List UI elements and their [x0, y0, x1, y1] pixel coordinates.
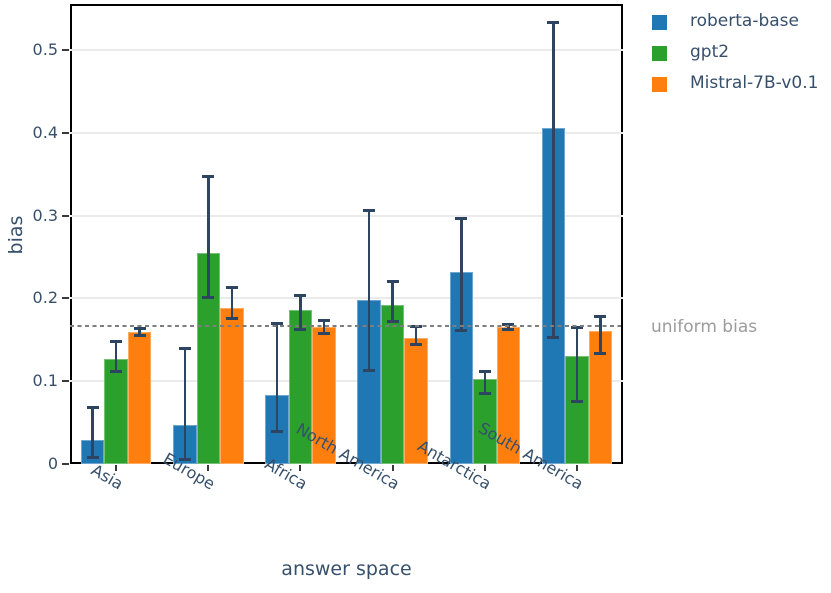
error-cap-bottom: [178, 458, 191, 462]
error-bar: [230, 287, 233, 319]
y-tick: [62, 49, 69, 52]
gridline: [70, 49, 623, 52]
error-cap-bottom: [317, 331, 330, 335]
y-tick: [62, 297, 69, 300]
legend-swatch-icon: [652, 15, 667, 30]
x-tick-label: Asia: [87, 460, 127, 494]
error-bar: [552, 22, 555, 338]
error-cap-bottom: [455, 329, 468, 333]
error-cap-bottom: [502, 327, 515, 331]
error-cap-bottom: [202, 296, 215, 300]
error-cap-top: [478, 369, 491, 373]
y-tick: [62, 463, 69, 465]
error-cap-bottom: [363, 368, 376, 372]
reference-line-label: uniform bias: [651, 317, 758, 337]
error-bar: [367, 210, 371, 371]
plot-area: [70, 4, 623, 464]
error-cap-bottom: [225, 316, 238, 320]
legend-swatch-icon: [652, 77, 667, 92]
error-cap-top: [594, 315, 607, 319]
bar-Mistral-7B-v0.1: [127, 331, 152, 464]
error-bar: [138, 328, 141, 336]
y-tick: [62, 380, 69, 383]
error-cap-top: [547, 21, 560, 25]
error-cap-top: [386, 280, 399, 284]
error-cap-bottom: [478, 392, 491, 396]
y-tick-label: 0: [47, 454, 58, 473]
error-cap-bottom: [547, 335, 560, 339]
error-cap-bottom: [570, 400, 583, 404]
error-cap-top: [202, 175, 215, 179]
y-tick-label: 0.1: [32, 371, 58, 391]
error-bar: [575, 327, 579, 402]
error-cap-top: [294, 294, 307, 298]
error-cap-bottom: [133, 334, 146, 338]
error-cap-bottom: [594, 351, 607, 355]
error-bar: [91, 407, 94, 458]
error-cap-top: [455, 217, 468, 221]
x-tick: [575, 465, 578, 471]
error-cap-top: [270, 321, 283, 325]
error-cap-top: [317, 319, 330, 323]
error-cap-bottom: [294, 327, 307, 331]
error-cap-bottom: [86, 455, 99, 459]
legend-swatch-icon: [652, 46, 667, 61]
error-bar: [414, 326, 418, 345]
gridline: [70, 380, 623, 383]
error-cap-top: [86, 406, 99, 410]
x-tick: [391, 465, 394, 471]
gridline: [70, 214, 623, 217]
error-cap-top: [502, 322, 515, 326]
error-bar: [183, 348, 186, 460]
x-tick: [299, 465, 302, 471]
bar-Mistral-7B-v0.1: [220, 307, 244, 464]
error-cap-bottom: [110, 369, 123, 373]
uniform-bias-line: [70, 324, 621, 328]
error-bar: [460, 218, 463, 331]
legend-label: gpt2: [690, 42, 730, 62]
x-tick: [483, 465, 486, 471]
legend-label: Mistral-7B-v0.1: [690, 73, 819, 93]
gridline: [70, 131, 623, 134]
error-bar: [114, 341, 118, 372]
error-cap-bottom: [410, 343, 423, 347]
error-cap-top: [363, 209, 376, 213]
error-bar: [299, 295, 302, 330]
error-bar: [207, 176, 210, 298]
error-cap-top: [133, 326, 146, 330]
y-tick: [62, 131, 69, 134]
y-tick-label: 0.3: [32, 205, 58, 225]
gridline: [70, 297, 623, 300]
error-cap-bottom: [386, 320, 399, 324]
legend-label: roberta-base: [690, 11, 799, 31]
error-bar: [275, 323, 279, 432]
x-tick: [115, 465, 118, 471]
error-cap-top: [178, 347, 191, 351]
error-cap-top: [110, 339, 123, 343]
x-axis-label: answer space: [281, 558, 412, 580]
x-tick: [207, 465, 210, 471]
y-tick: [62, 214, 69, 217]
bar-gpt2: [104, 358, 128, 464]
error-cap-bottom: [270, 430, 283, 434]
error-bar: [391, 281, 394, 322]
error-bar: [599, 316, 602, 354]
y-tick-label: 0.2: [32, 288, 58, 308]
error-bar: [483, 371, 486, 394]
error-cap-top: [570, 325, 583, 329]
error-cap-top: [225, 286, 238, 290]
bar-gpt2: [380, 305, 405, 464]
y-tick-label: 0.4: [32, 122, 58, 142]
y-tick-label: 0.5: [32, 40, 58, 60]
